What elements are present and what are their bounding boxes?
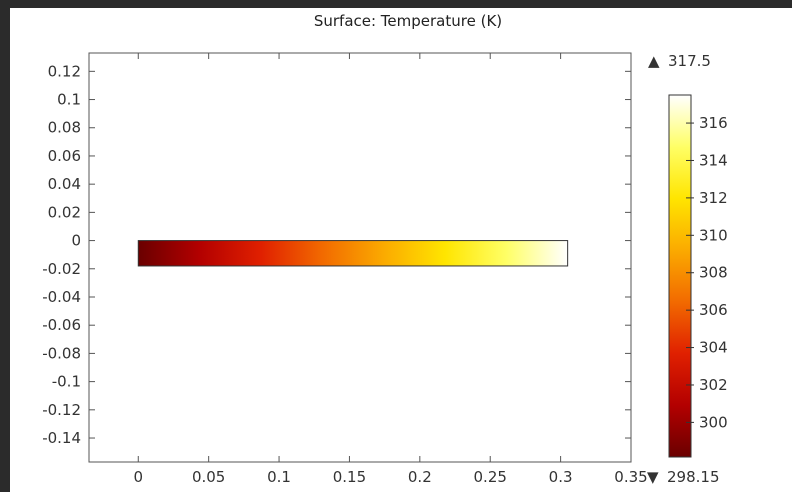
y-tick-label: 0.08 [48, 119, 81, 137]
y-tick-label: 0 [71, 232, 81, 250]
x-tick-label: 0.2 [408, 468, 432, 486]
x-tick-label: 0.1 [267, 468, 291, 486]
figure-canvas: Surface: Temperature (K) 0 0.05 0.1 0.15 0.2… [10, 8, 792, 492]
chart-title: Surface: Temperature (K) [314, 12, 502, 30]
y-axis-ticks: 0.12 0.1 0.08 0.06 0.04 0.02 0 -0.02 -0.04 -0.06 -… [42, 62, 631, 447]
y-tick-label: -0.08 [42, 344, 81, 362]
y-tick-label: 0.1 [57, 91, 81, 109]
colorbar-ticks: 300 302 304 306 308 310 312 314 316 [686, 114, 728, 431]
colorbar [668, 94, 692, 458]
colorbar-tick-label: 312 [699, 189, 728, 207]
y-tick-label: -0.02 [42, 260, 81, 278]
colorbar-max-marker-icon: ▲ [648, 52, 660, 70]
plot-frame [88, 52, 632, 463]
colorbar-tick-label: 308 [699, 264, 728, 282]
x-tick-label: 0 [133, 468, 143, 486]
x-tick-label: 0.15 [333, 468, 366, 486]
colorbar-tick-label: 310 [699, 226, 728, 244]
colorbar-tick-label: 316 [699, 114, 728, 132]
colorbar-min-marker-icon: ▼ [647, 468, 659, 486]
colorbar-tick-label: 306 [699, 301, 728, 319]
y-tick-label: -0.14 [42, 429, 81, 447]
x-tick-label: 0.3 [549, 468, 573, 486]
colorbar-min-label: 298.15 [667, 468, 720, 486]
colorbar-max-label: 317.5 [668, 52, 711, 70]
y-tick-label: 0.04 [48, 175, 81, 193]
y-tick-label: -0.06 [42, 316, 81, 334]
x-tick-label: 0.25 [474, 468, 507, 486]
y-tick-label: -0.12 [42, 401, 81, 419]
y-tick-label: 0.12 [48, 62, 81, 80]
colorbar-tick-label: 302 [699, 376, 728, 394]
y-tick-label: -0.04 [42, 288, 81, 306]
temperature-domain [137, 240, 569, 267]
colorbar-tick-label: 300 [699, 413, 728, 431]
colorbar-tick-label: 314 [699, 151, 728, 169]
x-tick-label: 0.35 [614, 468, 647, 486]
y-tick-label: 0.06 [48, 147, 81, 165]
y-tick-label: -0.1 [52, 373, 81, 391]
x-tick-label: 0.05 [192, 468, 225, 486]
temperature-surface-plot: Surface: Temperature (K) 0 0.05 0.1 0.15 0.2… [42, 12, 728, 486]
colorbar-tick-label: 304 [699, 339, 728, 357]
x-axis-ticks: 0 0.05 0.1 0.15 0.2 0.25 0.3 0.35 [133, 53, 648, 486]
y-tick-label: 0.02 [48, 203, 81, 221]
